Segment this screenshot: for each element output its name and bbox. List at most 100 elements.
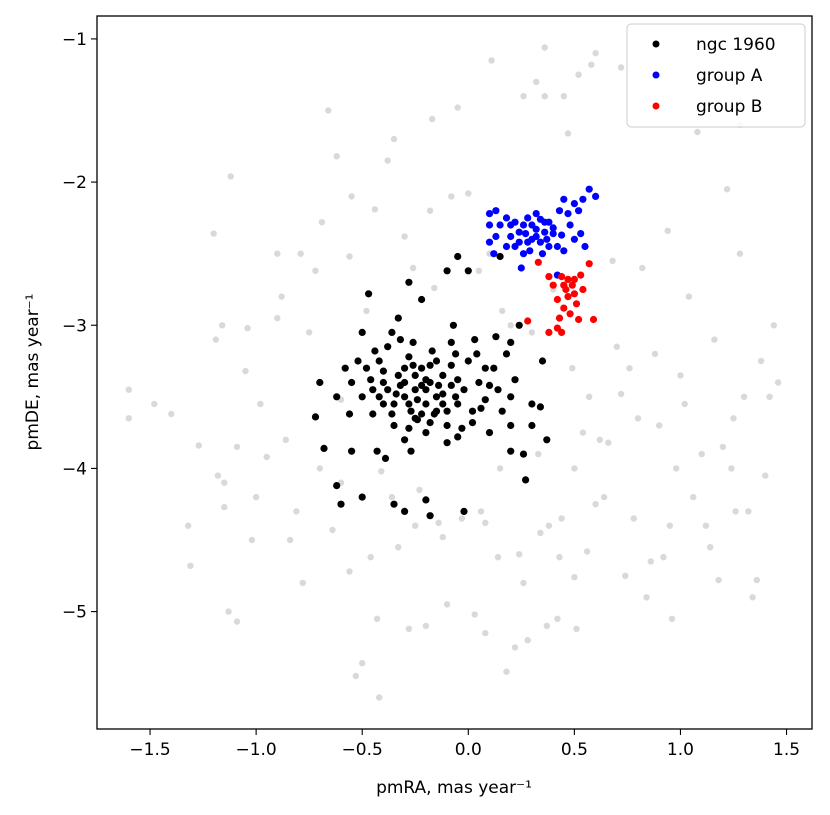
data-point (511, 242, 519, 251)
data-point (316, 465, 323, 472)
data-point (348, 447, 356, 455)
data-point (511, 644, 519, 651)
data-point (502, 214, 511, 222)
x-tick-label: −1.0 (235, 740, 276, 760)
data-point (195, 442, 202, 449)
data-point (369, 386, 377, 394)
data-point (439, 400, 447, 408)
data-point (485, 238, 494, 246)
data-point (719, 443, 727, 451)
data-point (439, 371, 447, 379)
data-point (394, 371, 402, 379)
data-point (409, 264, 417, 272)
data-point (318, 219, 326, 226)
data-point (573, 625, 580, 632)
x-tick-label: 0.5 (561, 740, 588, 760)
data-point (570, 235, 579, 243)
data-point (589, 315, 598, 324)
data-point (405, 625, 413, 632)
data-point (320, 444, 328, 452)
data-point (569, 365, 576, 372)
data-point (536, 403, 545, 411)
data-point (379, 400, 387, 408)
data-point (439, 533, 446, 541)
data-point (432, 393, 441, 401)
data-point (384, 343, 392, 351)
data-point (345, 410, 354, 418)
data-point (643, 594, 650, 601)
data-point (449, 321, 457, 329)
y-tick-label: −3 (62, 316, 87, 336)
data-point (766, 393, 773, 400)
data-point (422, 376, 430, 384)
data-point (600, 493, 608, 501)
data-point (388, 410, 396, 418)
data-point (575, 315, 583, 324)
data-point (409, 338, 417, 346)
data-point (564, 275, 572, 283)
data-point (481, 396, 489, 404)
data-point (579, 429, 587, 436)
data-point (333, 153, 340, 160)
data-point (543, 436, 551, 444)
data-point (390, 400, 398, 408)
data-point (443, 421, 451, 430)
data-point (185, 522, 192, 529)
legend-marker-group-b (652, 102, 660, 110)
data-point (465, 190, 472, 197)
data-point (560, 93, 567, 100)
data-point (405, 353, 413, 361)
data-point (473, 350, 481, 358)
data-point (711, 336, 718, 343)
data-point (572, 300, 581, 308)
data-point (464, 267, 472, 275)
data-point (452, 393, 460, 401)
data-point (507, 393, 515, 401)
data-point (352, 672, 359, 680)
data-point (543, 622, 550, 630)
data-point (490, 364, 498, 372)
data-point (698, 450, 705, 458)
data-point (485, 429, 494, 437)
legend-marker-ngc-1960 (652, 40, 660, 48)
data-point (299, 579, 306, 587)
data-point (715, 576, 722, 584)
data-point (585, 185, 593, 193)
x-tick-label: 0.0 (455, 740, 482, 760)
data-point (532, 210, 540, 218)
data-point (430, 410, 438, 418)
data-point (409, 361, 417, 369)
data-point (517, 264, 525, 272)
data-point (454, 252, 462, 261)
data-point (524, 317, 532, 325)
y-axis-label: pmDE, mas year⁻¹ (23, 294, 43, 451)
data-point (634, 415, 642, 422)
data-point (233, 618, 241, 625)
data-point (187, 562, 194, 569)
data-point (588, 61, 595, 68)
data-point (519, 450, 528, 458)
data-point (477, 508, 485, 515)
data-point (496, 252, 504, 261)
data-point (454, 433, 462, 441)
data-point (252, 493, 260, 501)
data-point (555, 207, 564, 215)
data-point (583, 548, 591, 555)
data-point (210, 230, 217, 237)
data-point (464, 357, 472, 365)
data-point (622, 572, 629, 579)
data-point (471, 336, 479, 344)
data-point (494, 386, 502, 394)
legend-label-ngc-1960: ngc 1960 (696, 35, 776, 55)
data-point (365, 290, 373, 298)
data-point (651, 350, 659, 358)
data-point (585, 260, 593, 268)
legend-label-group-a: group A (696, 66, 763, 86)
data-point (454, 376, 462, 384)
data-point (482, 519, 489, 526)
y-tick-label: −5 (62, 603, 87, 623)
data-point (545, 273, 553, 281)
data-point (560, 304, 568, 312)
data-point (526, 247, 534, 255)
